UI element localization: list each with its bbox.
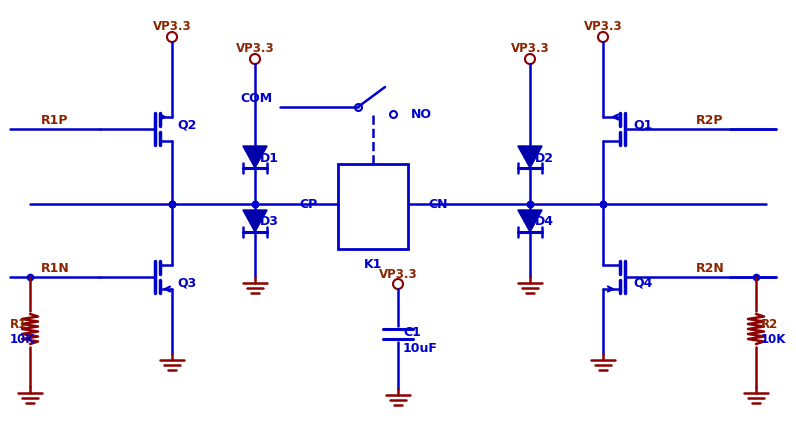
Text: VP3.3: VP3.3 (236, 43, 275, 55)
Text: K1: K1 (364, 257, 382, 270)
Text: R1: R1 (10, 318, 27, 331)
Text: D4: D4 (535, 215, 554, 228)
Text: 10K: 10K (10, 333, 35, 345)
Text: COM: COM (240, 91, 272, 104)
Polygon shape (243, 210, 267, 233)
Text: D1: D1 (260, 151, 279, 164)
Text: VP3.3: VP3.3 (511, 43, 549, 55)
Text: D3: D3 (260, 215, 279, 228)
Text: Q1: Q1 (633, 118, 653, 131)
Text: Q3: Q3 (177, 276, 197, 289)
Text: C1: C1 (403, 326, 421, 339)
Text: VP3.3: VP3.3 (583, 20, 622, 33)
Text: 10uF: 10uF (403, 342, 438, 355)
Polygon shape (243, 147, 267, 169)
Text: VP3.3: VP3.3 (379, 267, 417, 280)
Text: Q4: Q4 (633, 276, 653, 289)
Text: NO: NO (411, 108, 432, 121)
Text: VP3.3: VP3.3 (153, 20, 191, 33)
Text: CN: CN (428, 198, 447, 211)
Polygon shape (518, 210, 542, 233)
Bar (338, 164, 408, 249)
Text: D2: D2 (535, 151, 554, 164)
Text: R2N: R2N (696, 261, 724, 274)
Text: R1N: R1N (41, 261, 69, 274)
Text: Q2: Q2 (177, 118, 197, 131)
Polygon shape (518, 147, 542, 169)
Text: CP: CP (300, 198, 318, 211)
Text: R2P: R2P (696, 113, 724, 126)
Text: 10K: 10K (761, 333, 786, 345)
Text: R2: R2 (761, 318, 778, 331)
Text: R1P: R1P (41, 113, 68, 126)
